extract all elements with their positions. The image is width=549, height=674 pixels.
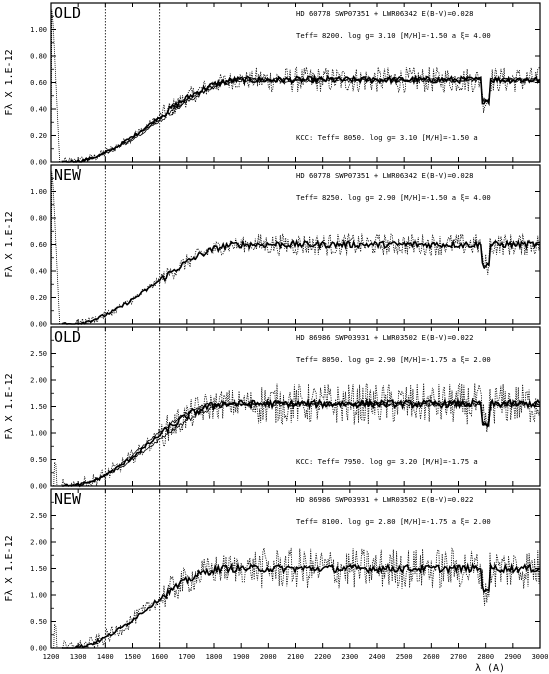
- info-line-2: Teff= 8250. log g= 2.90 [M/H]=-1.50 a ξ=…: [296, 193, 491, 202]
- info-line-1: HD 60778 SWP07351 + LWR06342 E(B-V)=0.02…: [296, 171, 473, 180]
- y-axis-label: Fλ X 1.E-12: [4, 49, 15, 115]
- panel-3: 0.00 0.50 1.00 1.50 2.00 2.50 Fλ X 1.E-12 OLD HD…: [4, 326, 541, 491]
- y-tick-label: 2.50: [30, 512, 47, 520]
- series-line-4: [61, 77, 540, 163]
- y-tick-label: 0.60: [30, 79, 47, 87]
- panel-1: 0.00 0.20 0.40 0.60 0.80 1.00 Fλ X 1.E-12 OLD HD…: [4, 2, 541, 167]
- kcc-note: KCC: Teff= 8050. log g= 3.10 [M/H]=-1.50…: [296, 133, 478, 142]
- x-tick-label: 1800: [206, 653, 223, 661]
- panel-tag: OLD: [54, 328, 81, 346]
- spike-line: [50, 9, 62, 163]
- panel-tag: OLD: [54, 4, 81, 22]
- series-line-2: [61, 561, 541, 649]
- y-axis-label: Fλ X 1.E-12: [4, 211, 15, 277]
- x-axis: 1200 1300 1400 1500 1600 1700 1800 1900 2000 2100…: [43, 653, 549, 674]
- y-tick-label: 0.00: [30, 321, 47, 329]
- series-line-1: [61, 547, 541, 650]
- y-tick-label: 2.50: [30, 350, 47, 358]
- info-line-2: Teff= 8050. log g= 2.90 [M/H]=-1.75 a ξ=…: [296, 355, 491, 364]
- info-line-2: Teff= 8100. log g= 2.80 [M/H]=-1.75 a ξ=…: [296, 517, 491, 526]
- series-line-3: [61, 400, 540, 487]
- y-tick-label: 0.50: [30, 456, 47, 464]
- x-tick-label: 2100: [287, 653, 304, 661]
- x-tick-label: 3000: [532, 653, 549, 661]
- y-tick-label: 1.00: [30, 430, 47, 438]
- spike-line: [53, 460, 60, 487]
- y-tick-label: 1.50: [30, 565, 47, 573]
- panel-2: 0.00 0.20 0.40 0.60 0.80 1.00 Fλ X 1.E-12 NEW HD…: [4, 164, 541, 329]
- y-tick-label: 1.00: [30, 592, 47, 600]
- x-tick-label: 1300: [70, 653, 87, 661]
- x-tick-label: 2000: [260, 653, 277, 661]
- info-line-2: Teff= 8200. log g= 3.10 [M/H]=-1.50 a ξ=…: [296, 31, 491, 40]
- series-line-4: [61, 400, 540, 487]
- y-tick-label: 0.00: [30, 483, 47, 491]
- kcc-note: KCC: Teff= 7950. log g= 3.20 [M/H]=-1.75…: [296, 457, 478, 466]
- y-tick-label: 2.00: [30, 377, 47, 385]
- x-tick-label: 2900: [504, 653, 521, 661]
- y-tick-label: 1.50: [30, 403, 47, 411]
- x-tick-label: 1500: [124, 653, 141, 661]
- series-line-1: [61, 382, 541, 488]
- y-tick-label: 0.50: [30, 618, 47, 626]
- x-tick-label: 2400: [369, 653, 386, 661]
- x-tick-label: 2600: [423, 653, 440, 661]
- spike-line: [53, 622, 60, 649]
- info-line-1: HD 86986 SWP03931 + LWR03502 E(B-V)=0.02…: [296, 333, 473, 342]
- y-tick-label: 2.00: [30, 539, 47, 547]
- panel-4: 0.00 0.50 1.00 1.50 2.00 2.50 Fλ X 1.E-12 NEW HD…: [4, 488, 541, 653]
- x-tick-label: 2300: [341, 653, 358, 661]
- y-tick-label: 0.20: [30, 294, 47, 302]
- y-tick-label: 0.20: [30, 132, 47, 140]
- y-axis-label: Fλ X 1.E-12: [4, 535, 15, 601]
- x-axis-label: λ (A): [475, 663, 505, 674]
- y-tick-label: 0.80: [30, 215, 47, 223]
- x-tick-label: 1700: [178, 653, 195, 661]
- panel-tag: NEW: [54, 490, 82, 508]
- series-line-1: [61, 66, 540, 164]
- y-tick-label: 0.40: [30, 268, 47, 276]
- y-tick-label: 0.40: [30, 106, 47, 114]
- y-tick-label: 0.00: [30, 159, 47, 167]
- x-tick-label: 1900: [233, 653, 250, 661]
- y-tick-label: 1.00: [30, 26, 47, 34]
- x-tick-label: 2800: [477, 653, 494, 661]
- spike-line: [50, 171, 62, 325]
- x-tick-label: 2700: [450, 653, 467, 661]
- y-tick-label: 1.00: [30, 188, 47, 196]
- x-tick-label: 2500: [396, 653, 413, 661]
- x-tick-label: 1200: [43, 653, 60, 661]
- y-axis-label: Fλ X 1.E-12: [4, 373, 15, 439]
- x-tick-label: 2200: [314, 653, 331, 661]
- x-tick-label: 1400: [97, 653, 114, 661]
- x-tick-label: 1600: [151, 653, 168, 661]
- info-line-1: HD 86986 SWP03931 + LWR03502 E(B-V)=0.02…: [296, 495, 473, 504]
- y-tick-label: 0.00: [30, 645, 47, 653]
- y-tick-label: 0.60: [30, 241, 47, 249]
- info-line-1: HD 60778 SWP07351 + LWR06342 E(B-V)=0.02…: [296, 9, 473, 18]
- y-tick-label: 0.80: [30, 53, 47, 61]
- series-line-2: [61, 238, 540, 325]
- panel-tag: NEW: [54, 166, 82, 184]
